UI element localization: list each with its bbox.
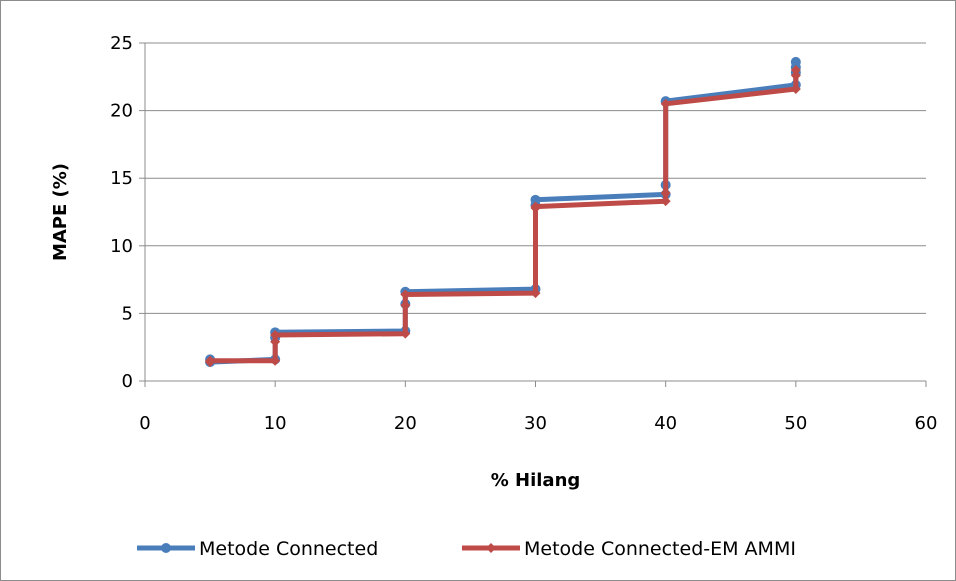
data-point	[530, 201, 541, 212]
axes	[139, 42, 927, 387]
y-tick-labels: 0 5 10 15 20 25	[110, 33, 133, 392]
data-point	[530, 288, 541, 299]
data-point	[400, 300, 411, 311]
y-tick-label: 5	[122, 303, 133, 324]
x-tick-label: 0	[139, 413, 150, 434]
x-tick-label: 50	[784, 413, 807, 434]
x-tick-label: 60	[915, 413, 938, 434]
legend-item-1: Metode Connected	[137, 538, 378, 560]
x-tick-label: 30	[524, 413, 547, 434]
data-point	[790, 56, 801, 67]
y-tick-label: 10	[110, 236, 133, 257]
legend: Metode Connected Metode Connected-EM AMMI	[137, 538, 796, 560]
series-1	[205, 56, 801, 368]
y-axis-title: MAPE (%)	[50, 163, 71, 261]
data-point	[270, 355, 281, 366]
data-point	[660, 188, 671, 199]
series-line	[207, 67, 799, 365]
x-tick-label: 20	[394, 413, 417, 434]
legend-marker	[161, 543, 171, 553]
x-tick-label: 40	[654, 413, 677, 434]
data-point	[270, 330, 281, 341]
data-point	[270, 336, 281, 347]
data-point	[205, 355, 216, 366]
legend-label: Metode Connected	[199, 538, 378, 560]
data-point	[790, 70, 801, 81]
data-point	[660, 98, 671, 109]
data-point	[400, 289, 411, 300]
y-tick-label: 15	[110, 168, 133, 189]
data-point	[660, 196, 671, 207]
series-group	[205, 56, 801, 368]
y-tick-label: 25	[110, 33, 133, 54]
x-tick-label: 10	[264, 413, 287, 434]
series-line	[207, 59, 799, 365]
legend-marker	[486, 543, 496, 553]
legend-label: Metode Connected-EM AMMI	[524, 538, 796, 560]
x-axis-title: % Hilang	[491, 470, 581, 491]
data-point	[790, 65, 801, 76]
series-2	[205, 65, 801, 368]
data-point	[530, 194, 541, 205]
legend-item-2: Metode Connected-EM AMMI	[462, 538, 796, 560]
data-point	[790, 83, 801, 94]
data-point	[400, 328, 411, 339]
y-tick-label: 20	[110, 101, 133, 122]
y-tick-label: 0	[122, 371, 133, 392]
x-tick-labels: 0 10 20 30 40 50 60	[139, 413, 937, 434]
